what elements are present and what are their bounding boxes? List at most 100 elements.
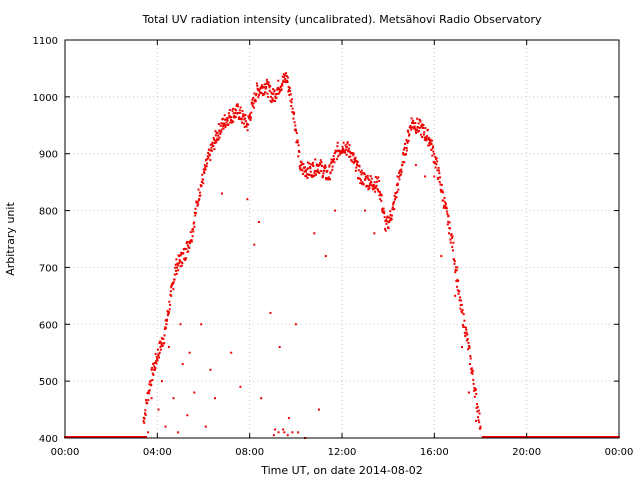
data-point bbox=[446, 223, 449, 226]
data-point bbox=[240, 117, 243, 120]
data-point bbox=[181, 363, 184, 366]
x-tick-label: 12:00 bbox=[328, 447, 357, 458]
data-point bbox=[320, 169, 323, 172]
data-point bbox=[251, 104, 254, 107]
data-point bbox=[410, 128, 413, 131]
data-point bbox=[450, 234, 453, 237]
data-point bbox=[191, 235, 194, 238]
data-point bbox=[431, 147, 434, 150]
data-point bbox=[329, 172, 332, 175]
data-point bbox=[323, 169, 326, 172]
data-point bbox=[185, 247, 188, 250]
data-point bbox=[276, 86, 279, 89]
data-point bbox=[244, 113, 247, 116]
data-point bbox=[432, 145, 435, 148]
data-point bbox=[263, 93, 266, 96]
data-point bbox=[396, 191, 399, 194]
data-point bbox=[473, 395, 476, 398]
data-point bbox=[431, 154, 434, 157]
data-point bbox=[183, 247, 186, 250]
data-point bbox=[307, 167, 310, 170]
data-point bbox=[385, 219, 388, 222]
data-point bbox=[324, 166, 327, 169]
data-point bbox=[407, 131, 410, 134]
data-point bbox=[343, 150, 346, 153]
data-point bbox=[212, 144, 215, 147]
data-point bbox=[155, 362, 158, 365]
data-point bbox=[449, 238, 452, 241]
data-point bbox=[267, 81, 270, 84]
data-point bbox=[190, 240, 193, 243]
x-tick-label: 08:00 bbox=[235, 447, 264, 458]
data-point bbox=[309, 170, 312, 173]
data-point bbox=[453, 258, 456, 261]
data-point bbox=[304, 170, 307, 173]
data-point bbox=[476, 405, 479, 408]
data-point bbox=[156, 348, 159, 351]
data-point bbox=[302, 172, 305, 175]
data-point bbox=[154, 352, 157, 355]
data-point bbox=[202, 168, 205, 171]
data-point bbox=[459, 296, 462, 299]
data-point bbox=[155, 355, 158, 358]
data-point bbox=[403, 161, 406, 164]
data-point bbox=[327, 178, 330, 181]
data-point bbox=[184, 259, 187, 262]
data-point bbox=[250, 101, 253, 104]
data-point bbox=[427, 138, 430, 141]
data-point bbox=[172, 281, 175, 284]
data-point bbox=[238, 109, 241, 112]
data-point bbox=[370, 181, 373, 184]
data-point bbox=[193, 225, 196, 228]
data-point bbox=[297, 431, 300, 434]
data-point bbox=[467, 391, 470, 394]
data-point bbox=[395, 184, 398, 187]
data-point bbox=[436, 160, 439, 163]
data-point bbox=[395, 196, 398, 199]
data-point bbox=[148, 383, 151, 386]
data-point bbox=[317, 408, 320, 411]
data-point bbox=[389, 210, 392, 213]
data-point bbox=[221, 118, 224, 121]
data-point bbox=[313, 174, 316, 177]
data-point bbox=[375, 184, 378, 187]
data-point bbox=[478, 421, 481, 424]
data-point bbox=[403, 142, 406, 145]
data-point bbox=[363, 173, 366, 176]
data-point bbox=[242, 113, 245, 116]
data-point bbox=[177, 431, 180, 434]
data-point bbox=[297, 155, 300, 158]
data-point bbox=[382, 211, 385, 214]
data-point bbox=[356, 161, 359, 164]
data-point bbox=[451, 235, 454, 238]
data-point bbox=[283, 74, 286, 77]
data-point bbox=[231, 119, 234, 122]
data-point bbox=[269, 85, 272, 88]
data-point bbox=[420, 135, 423, 138]
data-point bbox=[290, 105, 293, 108]
data-point bbox=[437, 166, 440, 169]
data-point bbox=[384, 220, 387, 223]
data-point bbox=[198, 191, 201, 194]
data-point bbox=[336, 145, 339, 148]
data-point bbox=[204, 168, 207, 171]
data-point bbox=[442, 199, 445, 202]
data-point bbox=[228, 114, 231, 117]
data-point bbox=[391, 206, 394, 209]
data-point bbox=[277, 79, 280, 82]
data-point bbox=[256, 84, 259, 87]
data-point bbox=[456, 285, 459, 288]
data-point bbox=[286, 76, 289, 79]
data-point bbox=[373, 181, 376, 184]
data-point bbox=[314, 173, 317, 176]
data-point bbox=[184, 257, 187, 260]
data-point bbox=[435, 157, 438, 160]
data-point bbox=[464, 334, 467, 337]
data-point bbox=[424, 137, 427, 140]
data-point bbox=[257, 220, 260, 223]
data-point bbox=[425, 137, 428, 140]
data-point bbox=[377, 189, 380, 192]
data-point bbox=[367, 185, 370, 188]
data-point bbox=[188, 246, 191, 249]
data-point bbox=[220, 128, 223, 131]
